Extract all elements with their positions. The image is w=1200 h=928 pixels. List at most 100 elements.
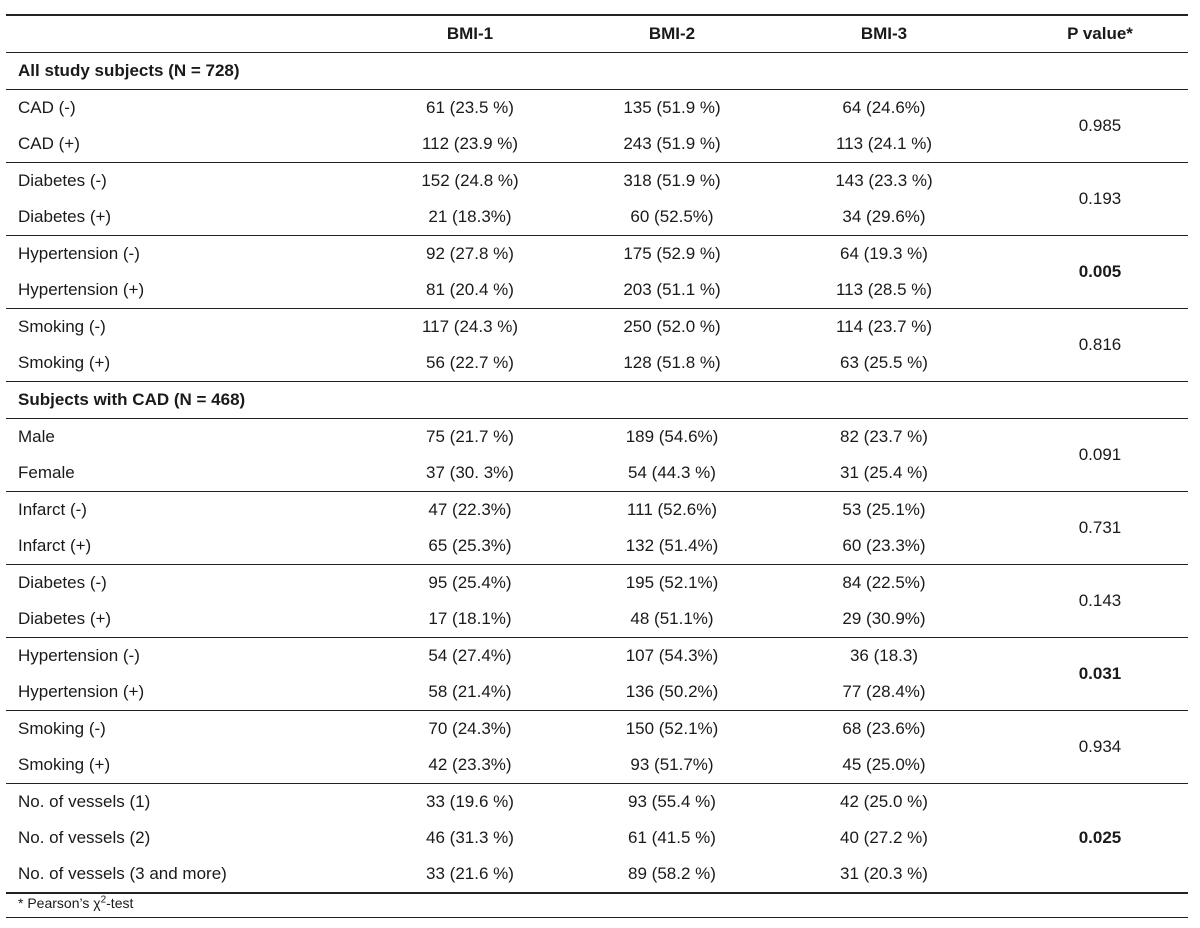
table-cell: 34 (29.6%) bbox=[842, 207, 926, 226]
table-cell: 250 (52.0 %) bbox=[623, 317, 721, 336]
table-cell: 17 (18.1%) bbox=[428, 609, 512, 628]
column-header: P value* bbox=[1067, 24, 1133, 43]
row-label: Infarct (+) bbox=[18, 536, 92, 555]
table-cell: 92 (27.8 %) bbox=[426, 244, 514, 263]
table-cell: 63 (25.5 %) bbox=[840, 353, 928, 372]
row-label: Smoking (+) bbox=[18, 353, 111, 372]
table-cell: 150 (52.1%) bbox=[625, 719, 719, 738]
table-cell: 113 (28.5 %) bbox=[835, 280, 933, 299]
column-header: BMI-2 bbox=[648, 24, 696, 43]
table-cell: 318 (51.9 %) bbox=[623, 171, 721, 190]
table-cell: 195 (52.1%) bbox=[625, 573, 719, 592]
table-cell: 70 (24.3%) bbox=[428, 719, 512, 738]
table-cell: 93 (51.7%) bbox=[630, 755, 714, 774]
row-label: CAD (+) bbox=[18, 134, 80, 153]
group-rule bbox=[6, 783, 1188, 784]
table-cell: 93 (55.4 %) bbox=[628, 792, 716, 811]
table-cell: 37 (30. 3%) bbox=[426, 463, 514, 482]
table-cell: 152 (24.8 %) bbox=[421, 171, 519, 190]
table-cell: 95 (25.4%) bbox=[428, 573, 512, 592]
group-rule bbox=[6, 308, 1188, 309]
table-cell: 65 (25.3%) bbox=[428, 536, 512, 555]
group-rule bbox=[6, 162, 1188, 163]
section-rule bbox=[6, 418, 1188, 419]
table-cell: 111 (52.6%) bbox=[626, 500, 718, 519]
row-label: Female bbox=[18, 463, 75, 482]
table-cell: 189 (54.6%) bbox=[625, 427, 719, 446]
table-top-rule bbox=[6, 14, 1188, 16]
table-cell: 114 (23.7 %) bbox=[835, 317, 933, 336]
row-label: Smoking (+) bbox=[18, 755, 111, 774]
row-label: Diabetes (+) bbox=[18, 609, 112, 628]
table-cell: 48 (51.1%) bbox=[630, 609, 714, 628]
table-cell: 56 (22.7 %) bbox=[426, 353, 514, 372]
row-label: Male bbox=[18, 427, 55, 446]
column-header: BMI-3 bbox=[860, 24, 908, 43]
table-cell: 42 (23.3%) bbox=[428, 755, 512, 774]
row-label: No. of vessels (1) bbox=[18, 792, 151, 811]
table-cell: 77 (28.4%) bbox=[842, 682, 926, 701]
footnote-rule bbox=[6, 917, 1188, 918]
table-cell: 21 (18.3%) bbox=[428, 207, 512, 226]
group-rule bbox=[6, 637, 1188, 638]
table-cell: 54 (27.4%) bbox=[428, 646, 512, 665]
table-cell: 60 (52.5%) bbox=[630, 207, 714, 226]
row-label: CAD (-) bbox=[18, 98, 76, 117]
group-rule bbox=[6, 491, 1188, 492]
row-label: Diabetes (-) bbox=[18, 573, 107, 592]
table-cell: 42 (25.0 %) bbox=[840, 792, 928, 811]
row-label: Diabetes (+) bbox=[18, 207, 112, 226]
table-cell: 82 (23.7 %) bbox=[840, 427, 928, 446]
table-cell: 243 (51.9 %) bbox=[623, 134, 721, 153]
table-cell: 68 (23.6%) bbox=[842, 719, 926, 738]
p-value: 0.031 bbox=[1078, 664, 1122, 683]
row-label: Diabetes (-) bbox=[18, 171, 107, 190]
table-cell: 113 (24.1 %) bbox=[835, 134, 933, 153]
group-rule bbox=[6, 235, 1188, 236]
group-rule bbox=[6, 381, 1188, 382]
row-label: Smoking (-) bbox=[18, 317, 106, 336]
row-label: Infarct (-) bbox=[18, 500, 87, 519]
table-cell: 53 (25.1%) bbox=[842, 500, 926, 519]
table-bottom-rule bbox=[6, 892, 1188, 894]
table-cell: 132 (51.4%) bbox=[625, 536, 719, 555]
table-cell: 203 (51.1 %) bbox=[623, 280, 721, 299]
table-cell: 61 (23.5 %) bbox=[426, 98, 514, 117]
table-cell: 36 (18.3) bbox=[849, 646, 919, 665]
table-cell: 143 (23.3 %) bbox=[835, 171, 933, 190]
table-cell: 135 (51.9 %) bbox=[623, 98, 721, 117]
table-cell: 128 (51.8 %) bbox=[623, 353, 721, 372]
group-rule bbox=[6, 710, 1188, 711]
row-label: Hypertension (+) bbox=[18, 682, 145, 701]
table-cell: 81 (20.4 %) bbox=[426, 280, 514, 299]
table-cell: 175 (52.9 %) bbox=[623, 244, 721, 263]
table-cell: 112 (23.9 %) bbox=[421, 134, 519, 153]
p-value: 0.143 bbox=[1078, 591, 1122, 610]
p-value: 0.091 bbox=[1078, 445, 1122, 464]
p-value: 0.025 bbox=[1078, 828, 1122, 847]
table-cell: 60 (23.3%) bbox=[842, 536, 926, 555]
table-cell: 107 (54.3%) bbox=[625, 646, 719, 665]
table-cell: 33 (19.6 %) bbox=[426, 792, 514, 811]
table-cell: 29 (30.9%) bbox=[842, 609, 926, 628]
row-label: Hypertension (-) bbox=[18, 646, 140, 665]
p-value: 0.816 bbox=[1078, 335, 1122, 354]
group-rule bbox=[6, 564, 1188, 565]
p-value: 0.005 bbox=[1078, 262, 1122, 281]
table-cell: 33 (21.6 %) bbox=[426, 864, 514, 883]
p-value: 0.985 bbox=[1078, 116, 1122, 135]
table-cell: 117 (24.3 %) bbox=[421, 317, 519, 336]
table-cell: 54 (44.3 %) bbox=[628, 463, 716, 482]
table-cell: 40 (27.2 %) bbox=[840, 828, 928, 847]
row-label: Smoking (-) bbox=[18, 719, 106, 738]
table-cell: 75 (21.7 %) bbox=[426, 427, 514, 446]
p-value: 0.934 bbox=[1078, 737, 1122, 756]
table-cell: 61 (41.5 %) bbox=[628, 828, 716, 847]
column-header: BMI-1 bbox=[446, 24, 494, 43]
row-label: Hypertension (-) bbox=[18, 244, 140, 263]
row-label: Hypertension (+) bbox=[18, 280, 145, 299]
table-cell: 45 (25.0%) bbox=[842, 755, 926, 774]
table-cell: 58 (21.4%) bbox=[428, 682, 512, 701]
row-label: No. of vessels (2) bbox=[18, 828, 151, 847]
